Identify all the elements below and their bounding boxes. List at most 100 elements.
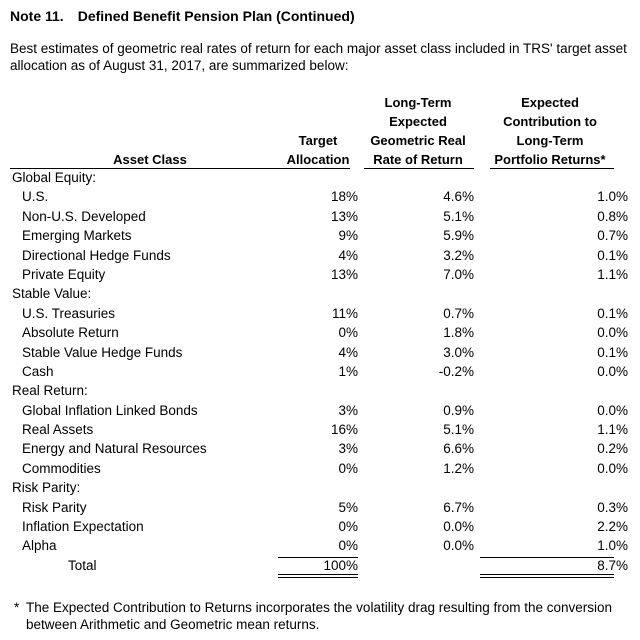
- asset-class-label: Directional Hedge Funds: [22, 247, 171, 263]
- expected-contribution-cell: 8.7%: [597, 557, 628, 573]
- header-line: Portfolio Returns*: [494, 152, 606, 167]
- table-row: Inflation Expectation 0% 0.0% 2.2%: [0, 517, 640, 536]
- table-row: U.S. Treasuries 11% 0.7% 0.1%: [0, 304, 640, 323]
- table-row: Emerging Markets 9% 5.9% 0.7%: [0, 226, 640, 245]
- expected-rate-cell: -0.2%: [438, 363, 474, 379]
- asset-class-label: Risk Parity:: [12, 480, 81, 496]
- target-allocation-cell: 13%: [330, 266, 358, 282]
- table-total-row: Total 100% 8.7%: [0, 556, 640, 575]
- asset-class-label: Stable Value:: [12, 286, 92, 302]
- asset-class-label: U.S. Treasuries: [22, 305, 116, 321]
- table-row: Global Inflation Linked Bonds 3% 0.9% 0.0%: [0, 401, 640, 420]
- asset-class-label: Real Assets: [22, 422, 94, 438]
- header-line: Rate of Return: [373, 152, 463, 167]
- target-allocation-cell: 4%: [338, 247, 358, 263]
- note-number: Note 11.: [10, 8, 64, 24]
- header-line: Expected: [389, 114, 447, 129]
- note-title: Defined Benefit Pension Plan (Continued): [77, 8, 355, 24]
- table-row: Real Assets 16% 5.1% 1.1%: [0, 420, 640, 439]
- total-rule-target-double: [278, 574, 358, 579]
- expected-rate-cell: 5.9%: [443, 228, 474, 244]
- asset-class-table: Global Equity: U.S. 18% 4.6% 1.0% Non-U.S. De…: [0, 168, 640, 575]
- header-line: Allocation: [286, 152, 350, 167]
- table-row: Directional Hedge Funds 4% 3.2% 0.1%: [0, 246, 640, 265]
- expected-contribution-cell: 0.7%: [597, 228, 628, 244]
- target-allocation-cell: 4%: [338, 344, 358, 360]
- header-line: Geometric Real: [370, 133, 466, 148]
- expected-contribution-cell: 0.0%: [597, 460, 628, 476]
- expected-rate-cell: 7.0%: [443, 266, 474, 282]
- asset-class-label: Real Return:: [12, 383, 88, 399]
- target-allocation-cell: 16%: [330, 422, 358, 438]
- table-row: Commodities 0% 1.2% 0.0%: [0, 459, 640, 478]
- asset-class-label: Absolute Return: [22, 325, 119, 341]
- table-row: Cash 1% -0.2% 0.0%: [0, 362, 640, 381]
- header-line: Long-Term: [516, 133, 584, 148]
- table-group-row: Global Equity:: [0, 168, 640, 187]
- header-divider: [10, 168, 350, 169]
- expected-rate-cell: 5.1%: [443, 208, 474, 224]
- table-row: Non-U.S. Developed 13% 5.1% 0.8%: [0, 207, 640, 226]
- expected-contribution-cell: 1.0%: [597, 189, 628, 205]
- footnote-marker: *: [14, 600, 20, 615]
- expected-contribution-cell: 0.0%: [597, 325, 628, 341]
- asset-class-label: Risk Parity: [22, 499, 87, 515]
- asset-class-label: Commodities: [22, 460, 101, 476]
- header-divider: [490, 168, 614, 169]
- expected-rate-cell: 6.6%: [443, 441, 474, 457]
- table-row: Absolute Return 0% 1.8% 0.0%: [0, 323, 640, 342]
- asset-class-label: Inflation Expectation: [22, 519, 144, 535]
- expected-contribution-cell: 0.1%: [597, 344, 628, 360]
- table-group-row: Stable Value:: [0, 284, 640, 303]
- expected-rate-cell: 1.2%: [443, 460, 474, 476]
- asset-class-label: Energy and Natural Resources: [22, 441, 207, 457]
- header-line: Expected: [521, 95, 579, 110]
- target-allocation-cell: 1%: [338, 363, 358, 379]
- table-row: U.S. 18% 4.6% 1.0%: [0, 187, 640, 206]
- header-line: Target: [298, 133, 338, 148]
- header-expected-rate: Long-Term Expected Geometric Real Rate o…: [362, 93, 474, 169]
- asset-class-label: Private Equity: [22, 266, 106, 282]
- table-row: Private Equity 13% 7.0% 1.1%: [0, 265, 640, 284]
- target-allocation-cell: 11%: [331, 305, 358, 321]
- expected-contribution-cell: 0.1%: [597, 247, 628, 263]
- intro-paragraph: Best estimates of geometric real rates o…: [10, 41, 627, 73]
- expected-rate-cell: 0.0%: [443, 538, 474, 554]
- asset-class-label: Global Equity:: [12, 170, 97, 185]
- header-expected-contribution: Expected Contribution to Long-Term Portf…: [484, 93, 616, 169]
- expected-contribution-cell: 1.1%: [597, 266, 628, 282]
- asset-class-label: Stable Value Hedge Funds: [22, 344, 183, 360]
- target-allocation-cell: 9%: [338, 228, 358, 244]
- expected-rate-cell: 0.7%: [443, 305, 474, 321]
- asset-class-label: Alpha: [22, 538, 57, 554]
- target-allocation-cell: 18%: [330, 189, 358, 205]
- header-divider: [364, 168, 474, 169]
- expected-contribution-cell: 0.2%: [597, 441, 628, 457]
- expected-rate-cell: 0.0%: [443, 519, 474, 535]
- target-allocation-cell: 0%: [338, 325, 358, 341]
- footnote: * The Expected Contribution to Returns i…: [14, 599, 624, 633]
- expected-contribution-cell: 2.2%: [597, 519, 628, 535]
- header-line: Contribution to: [503, 114, 597, 129]
- expected-rate-cell: 5.1%: [443, 422, 474, 438]
- total-rule-target: [278, 557, 358, 558]
- footnote-text: The Expected Contribution to Returns inc…: [26, 600, 613, 632]
- expected-contribution-cell: 0.0%: [597, 363, 628, 379]
- header-asset-class: Asset Class: [113, 152, 187, 167]
- expected-rate-cell: 1.8%: [443, 325, 474, 341]
- expected-rate-cell: 4.6%: [443, 189, 474, 205]
- expected-rate-cell: 6.7%: [443, 499, 474, 515]
- table-group-row: Real Return:: [0, 381, 640, 400]
- table-row: Energy and Natural Resources 3% 6.6% 0.2%: [0, 439, 640, 458]
- expected-contribution-cell: 1.0%: [597, 538, 628, 554]
- expected-rate-cell: 3.0%: [443, 344, 474, 360]
- expected-contribution-cell: 0.1%: [597, 305, 628, 321]
- table-group-row: Risk Parity:: [0, 478, 640, 497]
- asset-class-label: Emerging Markets: [22, 228, 132, 244]
- expected-rate-cell: 3.2%: [443, 247, 474, 263]
- asset-class-label: Total: [68, 557, 97, 573]
- asset-class-label: Cash: [22, 363, 54, 379]
- expected-contribution-cell: 1.1%: [597, 422, 628, 438]
- target-allocation-cell: 13%: [330, 208, 358, 224]
